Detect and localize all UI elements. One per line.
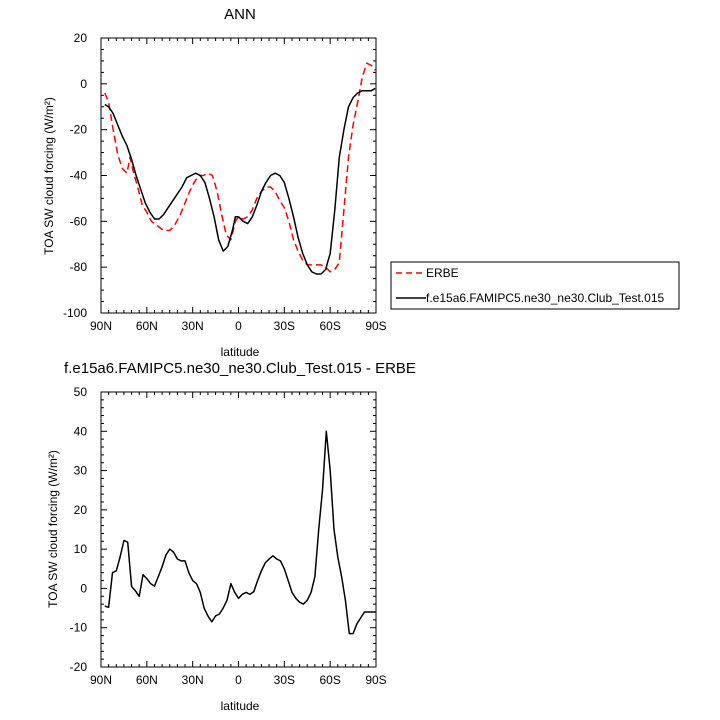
top-series-lines — [104, 62, 376, 275]
bottom-chart-title: f.e15a6.FAMIPC5.ne30_ne30.Club_Test.015 … — [64, 360, 416, 377]
bottom-y-tick-label: -20 — [70, 660, 88, 674]
bottom-x-tick-label: 90S — [365, 673, 386, 687]
top-y-tick-label: -80 — [70, 260, 88, 274]
top-ticks: 90N 60N 30N 0 30S 60S 90S 20 0 -20 -40 -60 -80 -100 — [63, 31, 387, 333]
top-x-tick-label: 60N — [136, 319, 158, 333]
top-y-tick-label: -20 — [70, 123, 88, 137]
bottom-y-tick-label: -10 — [70, 621, 88, 635]
top-chart-title: ANN — [224, 6, 256, 23]
bottom-panel: f.e15a6.FAMIPC5.ne30_ne30.Club_Test.015 … — [46, 360, 416, 713]
legend-label-model: f.e15a6.FAMIPC5.ne30_ne30.Club_Test.015 — [426, 291, 664, 305]
top-x-tick-label: 90N — [90, 319, 112, 333]
bottom-x-tick-label: 30S — [274, 673, 295, 687]
top-series-line-0 — [104, 62, 376, 273]
top-x-tick-label: 30N — [182, 319, 204, 333]
bottom-y-tick-label: 10 — [74, 542, 88, 556]
top-y-tick-label: -40 — [70, 169, 88, 183]
bottom-y-tick-label: 40 — [74, 424, 88, 438]
top-y-axis-label: TOA SW cloud forcing (W/m²) — [42, 97, 56, 255]
top-x-tick-label: 90S — [365, 319, 386, 333]
bottom-y-tick-label: 20 — [74, 503, 88, 517]
top-y-tick-label: -60 — [70, 214, 88, 228]
bottom-ticks: 90N 60N 30N 0 30S 60S 90S 50 40 30 20 10 0 -10 -20 — [70, 385, 387, 687]
bottom-x-tick-label: 30N — [182, 673, 204, 687]
top-x-tick-label: 30S — [274, 319, 295, 333]
bottom-y-tick-label: 30 — [74, 464, 88, 478]
bottom-y-tick-label: 0 — [80, 581, 87, 595]
legend: ERBE f.e15a6.FAMIPC5.ne30_ne30.Club_Test… — [390, 261, 680, 310]
top-y-tick-label: 20 — [74, 31, 88, 45]
top-x-axis-label: latitude — [221, 345, 260, 359]
bottom-series-lines — [104, 430, 376, 635]
top-y-tick-label: -100 — [63, 306, 87, 320]
top-y-tick-label: 0 — [80, 77, 87, 91]
bottom-x-tick-label: 60N — [136, 673, 158, 687]
bottom-y-axis-label: TOA SW cloud forcing (W/m²) — [46, 450, 60, 608]
bottom-x-tick-label: 0 — [235, 673, 242, 687]
legend-label-erbe: ERBE — [426, 266, 459, 280]
bottom-x-axis-label: latitude — [221, 699, 260, 713]
top-x-tick-label: 60S — [319, 319, 340, 333]
bottom-series-line-0 — [104, 430, 376, 635]
top-panel: ANN 90N 60N 30N 0 30S 60S 90S 20 0 -20 -40 -60 -80 -1… — [42, 6, 680, 359]
top-plot-frame — [100, 37, 377, 314]
top-x-tick-label: 0 — [235, 319, 242, 333]
bottom-y-tick-label: 50 — [74, 385, 88, 399]
top-series-line-1 — [104, 87, 376, 275]
bottom-x-tick-label: 60S — [319, 673, 340, 687]
bottom-x-tick-label: 90N — [90, 673, 112, 687]
legend-box — [390, 261, 680, 310]
